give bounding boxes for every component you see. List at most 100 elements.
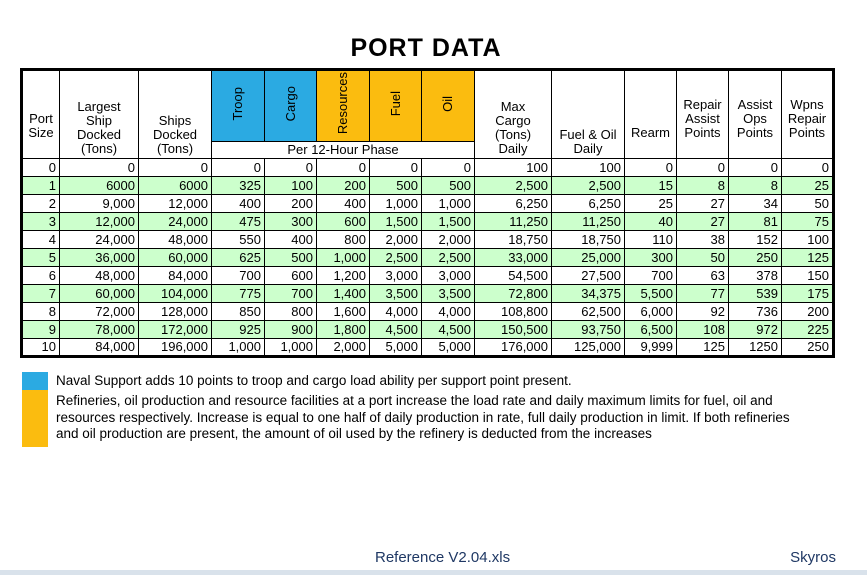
table-cell: 72,000 [59, 302, 139, 321]
table-cell: 1,500 [369, 212, 422, 231]
table-row: 5 36,000 60,000 625 500 1,000 2,500 2,500 33,000… [21, 248, 834, 267]
table-cell: 736 [728, 302, 782, 321]
table-cell: 3,000 [421, 266, 475, 285]
legend-item-refineries: Refineries, oil production and resource … [22, 390, 822, 447]
table-cell: 25 [624, 194, 677, 213]
table-cell: 172,000 [138, 320, 212, 339]
table-cell: 1,600 [316, 302, 370, 321]
table-cell: 50 [781, 194, 834, 213]
table-cell: 150 [781, 266, 834, 285]
table-cell: 100 [264, 176, 317, 195]
blue-swatch [22, 372, 48, 390]
page-title: PORT DATA [350, 34, 502, 62]
col-header-fuel: Fuel [369, 69, 422, 142]
table-cell: 1250 [728, 338, 782, 357]
table-cell: 33,000 [474, 248, 552, 267]
table-cell: 100 [551, 158, 625, 177]
port-data-table: Port Size Largest Ship Docked (Tons) Shi… [20, 68, 835, 358]
table-cell: 700 [264, 284, 317, 303]
table-cell: 9,000 [59, 194, 139, 213]
table-cell: 4,000 [421, 302, 475, 321]
col-header-max-cargo-daily: Max Cargo (Tons) Daily [474, 69, 552, 159]
table-cell: 125 [676, 338, 729, 357]
table-cell: 900 [264, 320, 317, 339]
table-cell: 24,000 [59, 230, 139, 249]
table-cell: 11,250 [474, 212, 552, 231]
table-cell: 1,000 [316, 248, 370, 267]
table-cell: 93,750 [551, 320, 625, 339]
table-cell: 100 [474, 158, 552, 177]
table-row: 4 24,000 48,000 550 400 800 2,000 2,000 18,750 18… [21, 230, 834, 249]
table-cell: 6,250 [474, 194, 552, 213]
table-cell: 500 [369, 176, 422, 195]
table-cell: 50 [676, 248, 729, 267]
table-cell: 48,000 [138, 230, 212, 249]
table-cell: 325 [211, 176, 265, 195]
table-cell: 0 [264, 158, 317, 177]
table-cell: 0 [676, 158, 729, 177]
table-row: 1 6000 6000 325 100 200 500 500 2,500 2,500 15 8 8 25 [21, 176, 834, 195]
table-cell: 2,500 [474, 176, 552, 195]
table-cell: 92 [676, 302, 729, 321]
table-row: 6 48,000 84,000 700 600 1,200 3,000 3,000 54,500… [21, 266, 834, 285]
table-cell: 3,000 [369, 266, 422, 285]
resources-label: Resources [335, 72, 350, 135]
table-cell: 1,000 [369, 194, 422, 213]
table-cell: 972 [728, 320, 782, 339]
table-cell: 1,800 [316, 320, 370, 339]
table-cell: 0 [781, 158, 834, 177]
col-header-wpns-repair-points: Wpns Repair Points [781, 69, 834, 159]
table-cell: 6,250 [551, 194, 625, 213]
table-cell: 175 [781, 284, 834, 303]
per-phase-label: Per 12-Hour Phase [211, 141, 475, 159]
table-cell: 176,000 [474, 338, 552, 357]
table-cell: 800 [316, 230, 370, 249]
table-cell: 600 [264, 266, 317, 285]
table-cell: 2,500 [369, 248, 422, 267]
table-cell: 2,500 [421, 248, 475, 267]
oil-label: Oil [440, 95, 455, 112]
gold-swatch [22, 390, 48, 447]
table-cell: 60,000 [138, 248, 212, 267]
table-cell: 500 [264, 248, 317, 267]
table-cell: 34,375 [551, 284, 625, 303]
legend-text-refineries: Refineries, oil production and resource … [56, 393, 790, 441]
table-cell: 60,000 [59, 284, 139, 303]
table-body: 0 0 0 0 0 0 0 0 100 100 0 0 0 0 1 6000 6000 325 100 200 500 5… [21, 158, 834, 357]
table-cell: 62,500 [551, 302, 625, 321]
table-cell: 54,500 [474, 266, 552, 285]
table-cell: 6000 [59, 176, 139, 195]
table-cell: 0 [211, 158, 265, 177]
col-header-port-size: Port Size [21, 69, 60, 159]
table-cell: 34 [728, 194, 782, 213]
legend: Naval Support adds 10 points to troop an… [22, 372, 822, 447]
table-cell: 550 [211, 230, 265, 249]
table-cell: 400 [264, 230, 317, 249]
table-cell: 104,000 [138, 284, 212, 303]
table-cell: 475 [211, 212, 265, 231]
table-cell: 110 [624, 230, 677, 249]
table-row: 3 12,000 24,000 475 300 600 1,500 1,500 11,250 11… [21, 212, 834, 231]
table-cell: 7 [21, 284, 60, 303]
table-header: Port Size Largest Ship Docked (Tons) Shi… [21, 69, 834, 159]
table-cell: 625 [211, 248, 265, 267]
table-cell: 25 [781, 176, 834, 195]
table-cell: 3 [21, 212, 60, 231]
table-cell: 4,500 [369, 320, 422, 339]
table-cell: 200 [264, 194, 317, 213]
col-header-fuel-oil-daily: Fuel & Oil Daily [551, 69, 625, 159]
table-cell: 108,800 [474, 302, 552, 321]
table-cell: 1 [21, 176, 60, 195]
table-cell: 2,000 [421, 230, 475, 249]
table-cell: 0 [728, 158, 782, 177]
table-cell: 500 [421, 176, 475, 195]
table-cell: 11,250 [551, 212, 625, 231]
table-cell: 12,000 [138, 194, 212, 213]
table-cell: 4,000 [369, 302, 422, 321]
table-cell: 775 [211, 284, 265, 303]
table-cell: 0 [21, 158, 60, 177]
table-row: 0 0 0 0 0 0 0 0 100 100 0 0 0 0 [21, 158, 834, 177]
table-cell: 6000 [138, 176, 212, 195]
table-cell: 5,000 [369, 338, 422, 357]
col-header-assist-ops-points: Assist Ops Points [728, 69, 782, 159]
